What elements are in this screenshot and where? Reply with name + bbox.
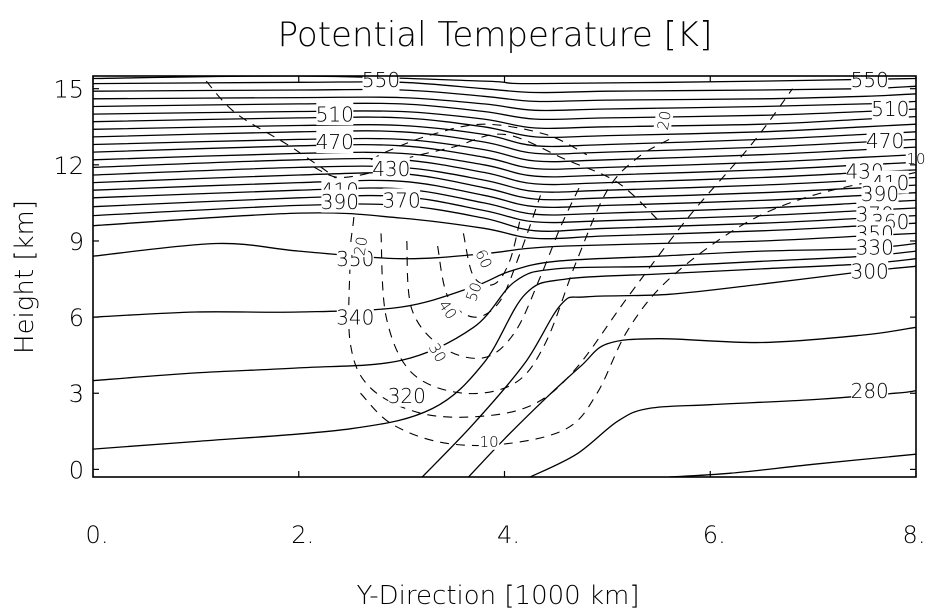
theta-contour-390 bbox=[93, 187, 916, 216]
theta-contour-280 bbox=[669, 453, 916, 477]
contour-label: 300 bbox=[851, 260, 889, 284]
contour-label-bg bbox=[653, 108, 674, 132]
contour-label-bg bbox=[336, 305, 374, 329]
contour-label-bg bbox=[316, 130, 354, 153]
contour-label: 50 bbox=[462, 280, 485, 304]
y-axis-label: Height [km] bbox=[10, 200, 40, 354]
theta-contour-340 bbox=[93, 242, 916, 318]
contour-label: 280 bbox=[851, 379, 889, 403]
theta-contour-510 bbox=[93, 102, 916, 121]
contour-label: 470 bbox=[866, 129, 904, 153]
contour-label: 370 bbox=[383, 189, 421, 213]
theta-contour-480 bbox=[93, 124, 916, 148]
y-tick-label: 12 bbox=[53, 152, 84, 180]
theta-contour-350 bbox=[93, 232, 916, 260]
theta-contour-410 bbox=[93, 172, 916, 201]
x-tick-label: 8. bbox=[903, 521, 926, 549]
theta-contour-300 bbox=[468, 326, 916, 477]
theta-contour-470 bbox=[93, 130, 916, 155]
y-tick-label: 6 bbox=[69, 304, 84, 332]
x-tick-label: 4. bbox=[497, 521, 520, 549]
y-tick-label: 3 bbox=[69, 380, 84, 408]
x-axis-label: Y-Direction [1000 km] bbox=[356, 581, 639, 611]
theta-contour-420 bbox=[93, 165, 916, 193]
theta-contour-500 bbox=[93, 110, 916, 130]
contour-label: 10 bbox=[480, 433, 499, 451]
theta-contour-290 bbox=[529, 390, 916, 477]
contour-label-bg bbox=[383, 188, 421, 212]
theta-contour-310 bbox=[421, 265, 916, 477]
plot-frame bbox=[92, 75, 917, 478]
contour-label: 60 bbox=[471, 246, 495, 271]
dashed-contour-20 bbox=[205, 80, 793, 418]
contour-label: 20 bbox=[654, 109, 675, 131]
contour-label: 550 bbox=[362, 68, 400, 92]
contour-label-bg bbox=[478, 432, 500, 450]
contour-label: 510 bbox=[871, 97, 909, 121]
theta-contour-380 bbox=[93, 194, 916, 224]
contour-label: 330 bbox=[856, 236, 894, 260]
dashed-contour-50 bbox=[437, 195, 542, 318]
contour-label-bg bbox=[316, 102, 354, 126]
contour-label-bg bbox=[861, 182, 899, 205]
contour-label-bg bbox=[321, 189, 359, 213]
dashed-contour-60 bbox=[462, 220, 521, 286]
theta-contour-330 bbox=[93, 250, 916, 382]
theta-contour-540 bbox=[93, 81, 916, 94]
contour-label-bg bbox=[871, 97, 909, 120]
dashed-contour-10 bbox=[360, 171, 916, 447]
contour-label: 470 bbox=[316, 130, 354, 154]
dashed-contours bbox=[205, 80, 916, 447]
y-tick-label: 15 bbox=[53, 76, 84, 104]
x-tick-label: 2. bbox=[291, 521, 314, 549]
contour-label-bg bbox=[472, 245, 497, 272]
contour-label-bg bbox=[388, 383, 426, 407]
contour-label: 390 bbox=[321, 190, 359, 214]
x-tick-label: 0. bbox=[86, 521, 109, 549]
contour-label-bg bbox=[851, 67, 889, 91]
contour-label: 20 bbox=[350, 235, 371, 257]
y-tick-label: 0 bbox=[69, 456, 84, 484]
theta-contour-430 bbox=[93, 157, 916, 186]
contour-label: 390 bbox=[861, 182, 899, 206]
theta-contour-490 bbox=[93, 116, 916, 139]
y-tick-label: 9 bbox=[69, 228, 84, 256]
axis-ticks: 0. 2. 4. 6. 8. 0 3 6 9 12 15 bbox=[53, 76, 925, 549]
contour-label: 550 bbox=[851, 68, 889, 92]
theta-contour-360 bbox=[93, 212, 916, 240]
contour-label: 40 bbox=[435, 297, 461, 323]
contour-label-bg bbox=[851, 259, 889, 283]
contour-label: 320 bbox=[388, 384, 426, 408]
contour-label: 340 bbox=[336, 305, 374, 329]
contour-label-bg bbox=[425, 339, 451, 366]
x-tick-label: 6. bbox=[703, 521, 726, 549]
contour-label: 430 bbox=[372, 157, 410, 181]
theta-contour-530 bbox=[93, 88, 916, 103]
theta-contour-450 bbox=[93, 144, 916, 170]
dashed-contour-40 bbox=[406, 182, 583, 359]
contour-label-bg bbox=[362, 67, 400, 91]
contour-label-bg bbox=[851, 378, 889, 402]
contour-labels: 5505104704304103903703503403205505104704… bbox=[316, 67, 926, 451]
contour-label: 510 bbox=[316, 102, 354, 126]
theta-contour-460 bbox=[93, 137, 916, 163]
contour-label-bg bbox=[435, 295, 462, 323]
contour-label-bg bbox=[461, 278, 485, 305]
dashed-contour-unlabeled-7 bbox=[370, 123, 588, 161]
theta-contour-520 bbox=[93, 96, 916, 112]
theta-contour-400 bbox=[93, 179, 916, 209]
theta-contour-320 bbox=[93, 258, 916, 450]
chart-title: Potential Temperature [K] bbox=[278, 15, 713, 55]
theta-contours bbox=[93, 76, 916, 477]
theta-contour-440 bbox=[93, 151, 916, 178]
contour-label-bg bbox=[349, 234, 371, 258]
contour-label-bg bbox=[856, 235, 894, 259]
contour-label-bg bbox=[372, 156, 410, 180]
theta-contour-370 bbox=[93, 203, 916, 232]
contour-label-bg bbox=[866, 128, 904, 152]
dashed-contour-unlabeled-6 bbox=[313, 133, 660, 222]
